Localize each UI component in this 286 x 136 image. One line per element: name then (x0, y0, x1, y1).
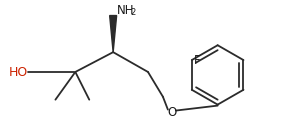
Text: O: O (167, 106, 176, 119)
Text: NH: NH (117, 4, 135, 17)
Text: 2: 2 (131, 8, 136, 17)
Polygon shape (110, 16, 117, 52)
Text: HO: HO (9, 67, 28, 79)
Text: F: F (194, 54, 200, 67)
